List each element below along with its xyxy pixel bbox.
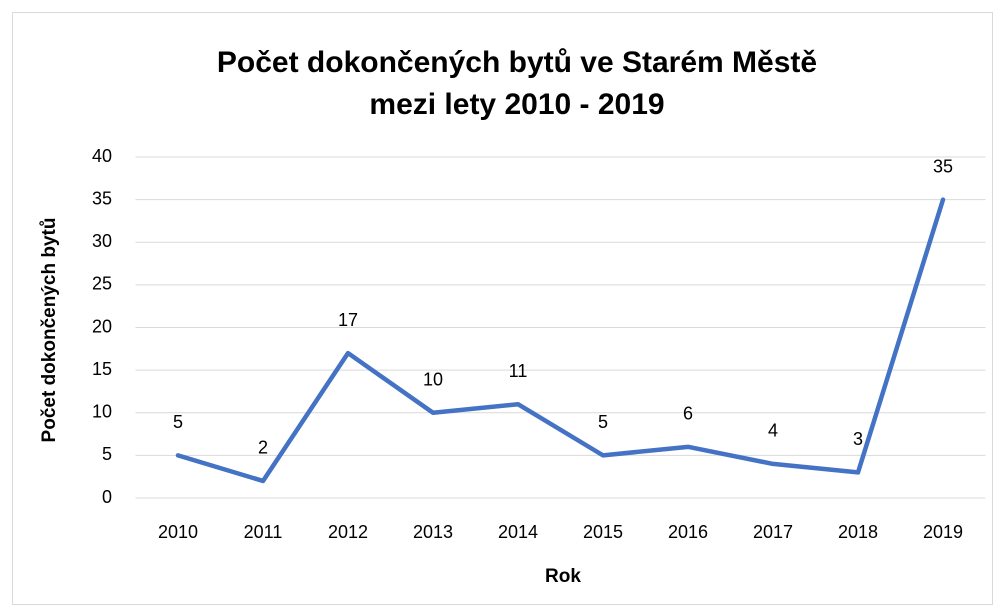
chart-title: mezi lety 2010 - 2019 [369,88,664,121]
x-tick-label: 2012 [328,522,368,542]
chart-title: Počet dokončených bytů ve Starém Městě [217,46,817,79]
y-tick-label: 30 [92,231,112,251]
x-tick-label: 2013 [413,522,453,542]
x-axis-title: Rok [545,566,581,587]
x-tick-label: 2015 [583,522,623,542]
x-tick-label: 2010 [158,522,198,542]
x-tick-label: 2019 [923,522,963,542]
y-tick-label: 5 [102,444,112,464]
data-label: 17 [338,310,358,330]
x-tick-label: 2011 [244,522,283,542]
data-label: 4 [768,421,778,441]
x-tick-label: 2017 [753,522,793,542]
x-tick-label: 2018 [838,522,878,542]
y-tick-label: 35 [92,188,112,208]
y-tick-label: 40 [92,146,112,166]
data-label: 2 [258,438,268,458]
y-axis-title: Počet dokončených bytů [39,218,60,443]
y-tick-label: 25 [92,274,112,294]
data-line [175,197,946,484]
y-tick-label: 0 [102,487,112,507]
y-tick-label: 20 [92,316,112,336]
data-label: 3 [853,429,863,449]
x-tick-label: 2016 [668,522,708,542]
y-tick-label: 15 [92,359,112,379]
chart-frame [12,12,993,605]
x-tick-label: 2014 [498,522,538,542]
data-label: 35 [933,156,953,176]
data-label: 11 [509,361,528,381]
data-label: 10 [423,370,443,390]
data-label: 5 [173,412,183,432]
data-label: 6 [683,404,693,424]
data-label: 5 [598,412,608,432]
y-tick-label: 10 [92,402,112,422]
